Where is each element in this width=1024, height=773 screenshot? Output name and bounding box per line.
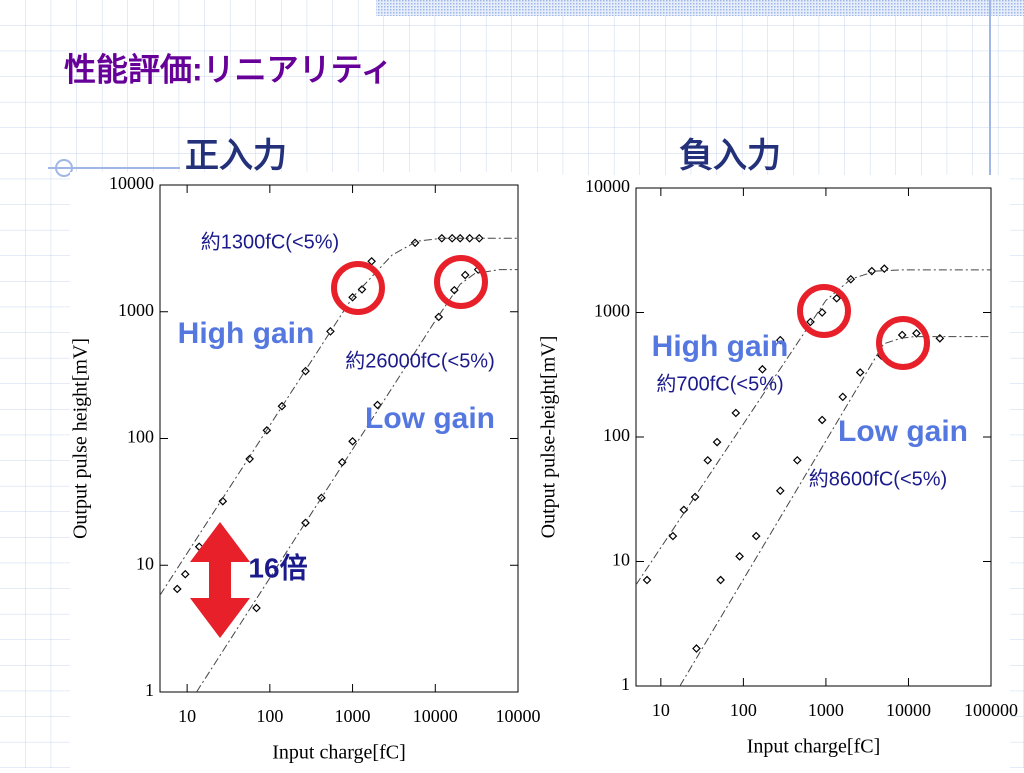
y-tick-label: 100 <box>127 427 154 447</box>
highlight-circle <box>797 284 851 338</box>
data-point <box>172 584 182 594</box>
fit-line <box>196 269 518 693</box>
annotation: 約1300fC(<5%) <box>201 230 339 253</box>
data-point <box>792 455 802 465</box>
y-tick-label: 10000 <box>109 173 154 193</box>
chart-panel <box>70 172 540 768</box>
x-tick-label: 10000 <box>496 706 541 726</box>
y-tick-label: 10 <box>612 550 630 570</box>
y-tick-label: 1 <box>621 674 630 694</box>
x-tick-label: 10 <box>178 706 196 726</box>
data-point <box>348 436 357 446</box>
y-axis-label: Output pulse height[mV] <box>70 338 92 539</box>
data-point <box>245 454 254 464</box>
data-point <box>832 293 842 303</box>
fit-line <box>635 269 991 586</box>
x-axis-label: Input charge[fC] <box>272 742 405 764</box>
x-tick-label: 100000 <box>964 700 1018 720</box>
data-point <box>252 603 261 613</box>
chart: 正入力 1 10 100 1000 10000 10 100 1000 10000 10000 Inp… <box>70 137 541 764</box>
slide-title: 性能評価:リニアリティ <box>64 51 393 87</box>
top-bar <box>376 0 1024 16</box>
deco-circle <box>55 159 73 177</box>
fit-line <box>159 237 518 596</box>
x-tick-label: 10000 <box>413 706 458 726</box>
data-point <box>703 455 713 465</box>
highlight-circle <box>331 261 385 315</box>
x-axis-label: Input charge[fC] <box>747 736 880 758</box>
x-tick-label: 100 <box>256 706 283 726</box>
chart-title: 負入力 <box>679 137 781 175</box>
data-point <box>642 575 652 585</box>
data-point <box>806 317 815 327</box>
data-point <box>897 330 907 340</box>
annotation: 約26000fC(<5%) <box>345 349 495 372</box>
data-point <box>337 457 347 467</box>
data-point <box>751 531 761 541</box>
data-point <box>301 366 310 376</box>
data-point <box>731 408 741 418</box>
series-label: High gain <box>178 317 315 350</box>
data-point <box>218 496 228 506</box>
arrow <box>190 522 250 638</box>
data-point <box>668 531 678 541</box>
annotation: 約700fC(<5%) <box>656 372 783 395</box>
data-point <box>357 285 367 294</box>
x-tick-label: 10000 <box>886 700 931 720</box>
highlight-circle <box>876 316 930 370</box>
data-point <box>735 551 744 561</box>
data-point <box>460 270 470 280</box>
data-point <box>838 392 848 402</box>
annotation: 約8600fC(<5%) <box>809 467 947 490</box>
y-tick-label: 1 <box>145 680 154 700</box>
data-point <box>367 256 376 266</box>
series-label: Low gain <box>365 402 495 435</box>
data-point <box>716 575 725 585</box>
data-point <box>775 335 785 345</box>
data-point <box>817 308 827 317</box>
x-tick-label: 1000 <box>808 700 844 720</box>
data-point <box>679 505 689 515</box>
y-axis-label: Output pulse-height[mV] <box>538 336 560 539</box>
y-tick-label: 10 <box>136 553 154 573</box>
series-label: Low gain <box>838 415 968 448</box>
chart: 負入力 1 10 100 1000 10000 10 100 1000 10000 100000 In… <box>538 137 1018 758</box>
annotation: 16倍 <box>248 551 307 583</box>
y-tick-label: 10000 <box>585 176 630 196</box>
data-point <box>855 368 865 377</box>
data-point <box>712 437 722 447</box>
fit-line <box>679 336 991 687</box>
x-tick-label: 100 <box>730 700 757 720</box>
y-tick-label: 1000 <box>118 300 154 320</box>
series-label: High gain <box>652 330 789 363</box>
x-tick-label: 10 <box>652 700 670 720</box>
data-point <box>817 415 827 425</box>
data-point <box>180 569 190 579</box>
chart-title: 正入力 <box>185 137 287 175</box>
data-point <box>449 285 459 295</box>
data-point <box>912 329 921 338</box>
y-tick-label: 1000 <box>594 301 630 321</box>
x-tick-label: 1000 <box>335 706 371 726</box>
chart-panel <box>536 175 1010 768</box>
data-point <box>758 364 767 374</box>
data-point <box>692 644 701 653</box>
y-tick-label: 100 <box>603 425 630 445</box>
data-point <box>410 238 420 248</box>
data-point <box>775 486 785 496</box>
highlight-circle <box>434 255 488 309</box>
